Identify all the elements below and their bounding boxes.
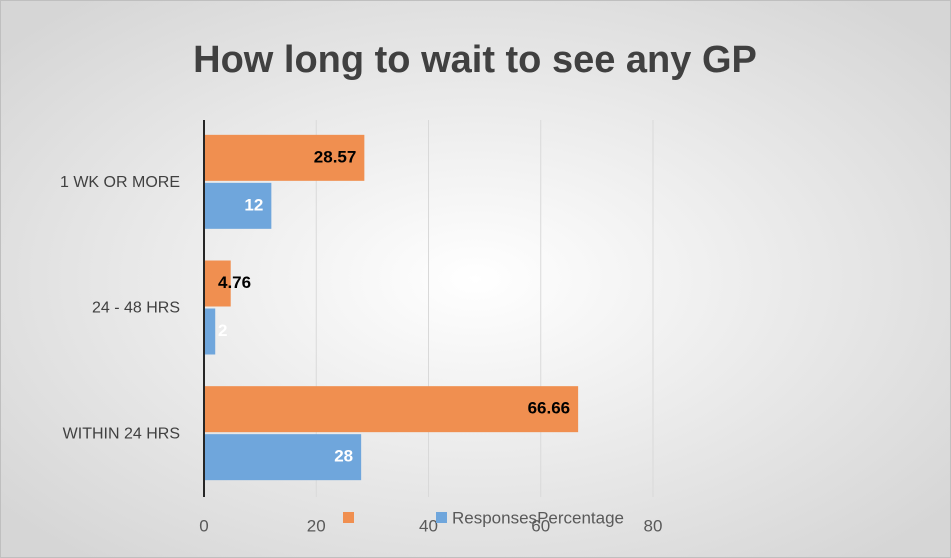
category-label: WITHIN 24 HRS (63, 425, 180, 442)
bar (204, 134, 365, 181)
value-label: 12 (244, 195, 263, 214)
value-label: 4.76 (218, 273, 251, 292)
x-tick-label: 40 (419, 516, 438, 535)
bar (204, 308, 216, 355)
bar (204, 260, 231, 307)
bar (204, 434, 362, 481)
chart-title: How long to wait to see any GP (193, 39, 757, 81)
x-tick-label: 80 (644, 516, 663, 535)
category-label: 24 - 48 HRS (92, 300, 180, 317)
x-tick-label: 20 (307, 516, 326, 535)
bar (204, 386, 579, 433)
value-label: 28 (334, 447, 353, 466)
legend-label: Percentage (537, 508, 624, 527)
x-tick-label: 0 (199, 516, 208, 535)
legend-label: Responses (452, 508, 537, 527)
value-label: 2 (218, 321, 227, 340)
value-label: 28.57 (314, 147, 357, 166)
legend-swatch (343, 512, 354, 523)
legend-swatch (436, 512, 447, 523)
category-label: 1 WK OR MORE (60, 174, 180, 191)
x-tick-label: 60 (531, 516, 550, 535)
value-label: 66.66 (528, 399, 571, 418)
bar (204, 182, 272, 229)
